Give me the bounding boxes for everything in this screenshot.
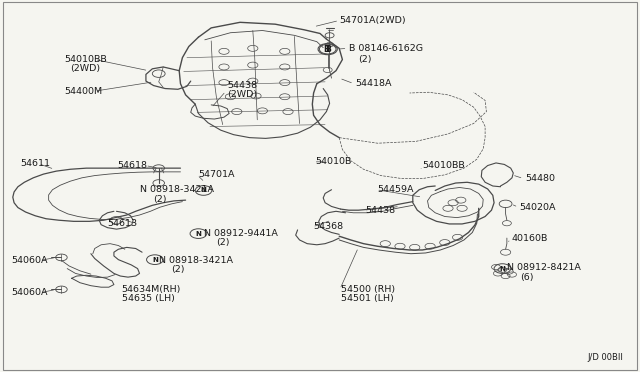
Text: 54701A: 54701A xyxy=(198,170,235,179)
Text: N 08912-8421A: N 08912-8421A xyxy=(507,263,580,272)
Text: (6): (6) xyxy=(520,273,533,282)
Text: N 08918-3421A: N 08918-3421A xyxy=(159,256,233,265)
Text: 40160B: 40160B xyxy=(512,234,548,243)
Text: 54060A: 54060A xyxy=(12,288,48,297)
Text: 54634M(RH): 54634M(RH) xyxy=(122,285,181,294)
Text: 54459A: 54459A xyxy=(378,185,414,194)
Text: 54010BB: 54010BB xyxy=(64,55,107,64)
Text: (2): (2) xyxy=(154,195,167,203)
Text: 54400M: 54400M xyxy=(64,87,102,96)
Text: 54368: 54368 xyxy=(314,222,344,231)
Text: (2): (2) xyxy=(216,238,230,247)
Text: B 08146-6162G: B 08146-6162G xyxy=(349,44,423,53)
Text: 54010B: 54010B xyxy=(316,157,352,166)
Text: N: N xyxy=(195,231,202,237)
Text: 54418A: 54418A xyxy=(355,79,392,88)
Text: B: B xyxy=(325,45,330,54)
Text: 54501 (LH): 54501 (LH) xyxy=(341,294,394,303)
Text: N: N xyxy=(152,257,158,263)
Text: 54020A: 54020A xyxy=(520,203,556,212)
Text: 54635 (LH): 54635 (LH) xyxy=(122,294,175,303)
Text: 54500 (RH): 54500 (RH) xyxy=(341,285,396,294)
Text: (2): (2) xyxy=(172,265,185,274)
Text: N: N xyxy=(499,266,506,272)
Text: 54438: 54438 xyxy=(365,206,395,215)
Text: 54438: 54438 xyxy=(227,81,257,90)
Text: (2WD): (2WD) xyxy=(227,90,257,99)
Text: N 08918-3421A: N 08918-3421A xyxy=(140,185,214,194)
Text: N: N xyxy=(200,187,207,193)
Text: N 08912-9441A: N 08912-9441A xyxy=(204,229,277,238)
Text: (2WD): (2WD) xyxy=(70,64,100,73)
Text: J/D 00BII: J/D 00BII xyxy=(588,353,623,362)
Text: (2): (2) xyxy=(358,55,372,64)
Text: 54060A: 54060A xyxy=(12,256,48,265)
Text: 54480: 54480 xyxy=(525,174,555,183)
Text: 54701A(2WD): 54701A(2WD) xyxy=(339,16,406,25)
Text: 54613: 54613 xyxy=(108,219,138,228)
Text: 54611: 54611 xyxy=(20,159,51,168)
Text: B: B xyxy=(323,45,328,54)
Text: 54010BB: 54010BB xyxy=(422,161,465,170)
Text: 54618: 54618 xyxy=(117,161,147,170)
